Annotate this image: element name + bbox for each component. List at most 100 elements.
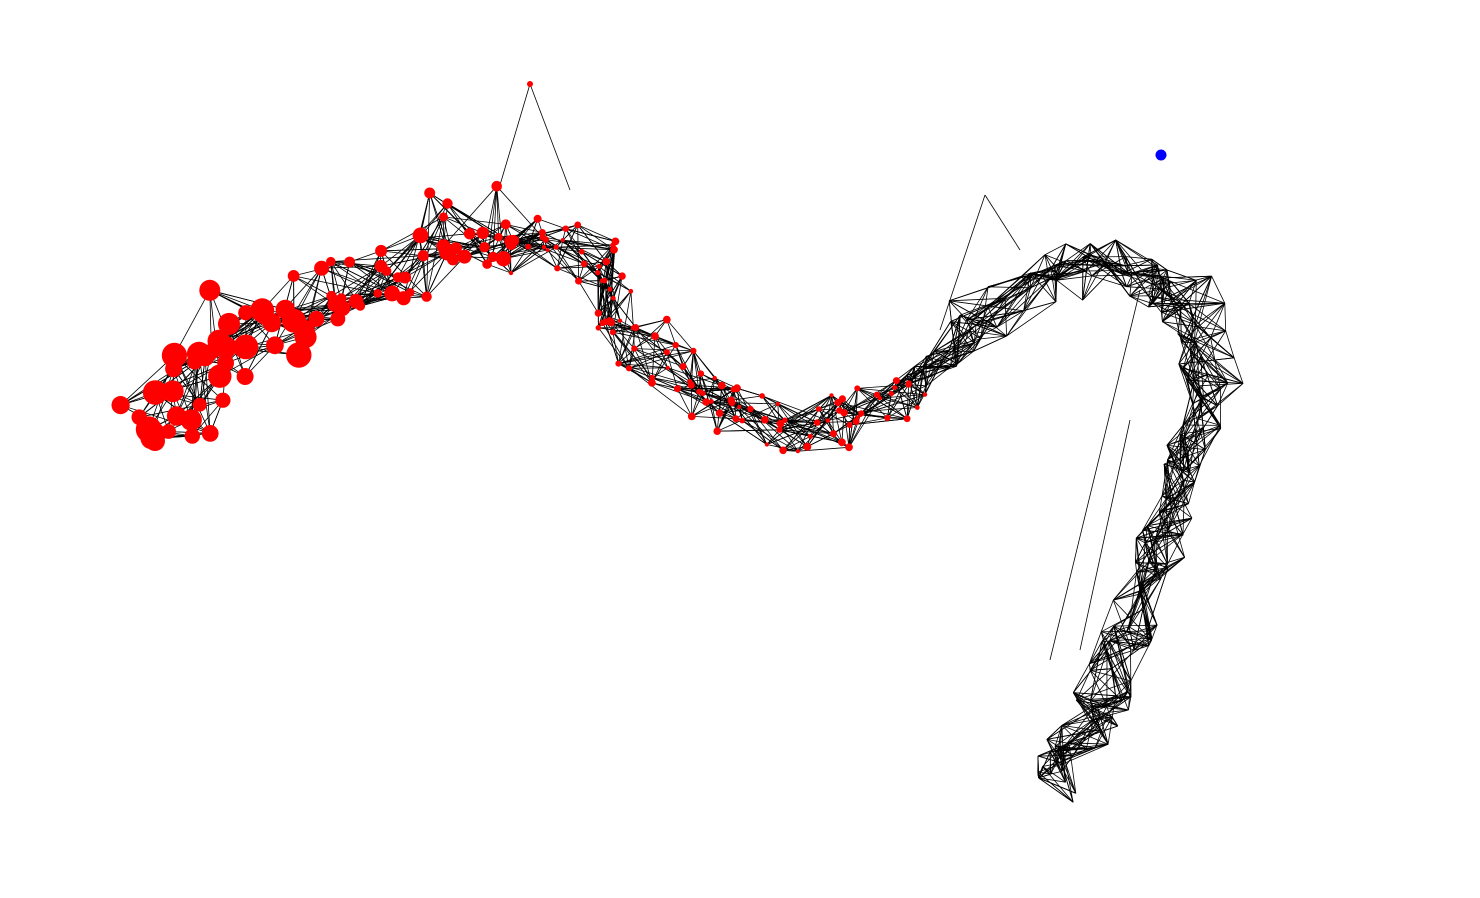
edge	[987, 301, 1057, 321]
edge	[1054, 725, 1063, 747]
edge	[1038, 773, 1051, 779]
edge	[1091, 690, 1129, 711]
edge	[1097, 696, 1132, 708]
node	[602, 258, 610, 266]
node	[265, 314, 281, 330]
node	[457, 249, 472, 264]
edge	[1188, 303, 1226, 332]
edge	[700, 373, 722, 386]
edge	[1140, 561, 1150, 594]
edge	[949, 297, 1006, 302]
edge	[618, 327, 634, 364]
edge	[691, 387, 738, 417]
edge	[618, 344, 676, 364]
edge	[1136, 537, 1146, 544]
edge	[611, 322, 667, 353]
edge	[1021, 276, 1057, 281]
node	[373, 289, 383, 298]
node	[840, 409, 848, 417]
node	[507, 234, 520, 247]
edge	[975, 324, 1007, 337]
edge	[1140, 556, 1185, 595]
edge	[503, 232, 543, 260]
edge	[1106, 650, 1132, 697]
edge	[634, 348, 694, 352]
edge	[1142, 517, 1192, 531]
edge	[505, 224, 545, 248]
edge	[690, 385, 693, 417]
edge	[1198, 425, 1221, 466]
edge	[1170, 280, 1225, 304]
node	[339, 306, 348, 315]
edge	[1089, 663, 1091, 671]
edge	[782, 395, 832, 451]
edge	[1162, 321, 1226, 332]
edge	[1151, 258, 1168, 271]
edge	[779, 429, 834, 434]
edge	[1073, 748, 1087, 756]
edge	[959, 314, 969, 325]
edge	[1099, 716, 1113, 719]
edge	[191, 399, 224, 437]
edge	[1109, 640, 1131, 647]
edge	[1194, 449, 1206, 483]
edge	[1158, 512, 1169, 532]
edge	[996, 274, 1034, 328]
edge	[779, 408, 819, 431]
edge	[527, 218, 538, 247]
edge	[950, 321, 975, 344]
edge	[1169, 275, 1212, 297]
edge	[1100, 599, 1114, 632]
node	[495, 251, 512, 267]
node	[803, 442, 812, 451]
edge	[1163, 277, 1171, 282]
edge	[1171, 275, 1212, 300]
node	[381, 266, 392, 276]
edge	[1179, 433, 1181, 465]
edge	[693, 350, 700, 392]
edge	[556, 246, 600, 267]
edge	[1056, 725, 1063, 764]
edge	[741, 420, 784, 451]
node	[500, 219, 511, 230]
node	[702, 398, 710, 406]
edge	[779, 394, 832, 431]
node	[553, 244, 559, 250]
edge	[1089, 243, 1129, 274]
edge	[1100, 631, 1108, 651]
edge	[455, 236, 499, 249]
edge	[876, 394, 908, 420]
edge	[968, 286, 989, 332]
node	[476, 226, 489, 240]
edge	[1163, 510, 1168, 565]
node	[615, 360, 622, 367]
node	[384, 285, 400, 302]
edge	[764, 419, 808, 448]
edge	[562, 239, 614, 246]
edge	[1062, 748, 1074, 803]
edge	[987, 274, 1034, 321]
edge	[1178, 302, 1226, 365]
node	[161, 342, 187, 368]
edge	[556, 224, 579, 269]
edge	[996, 272, 1031, 328]
edge	[1127, 272, 1149, 297]
edge	[1167, 531, 1185, 558]
edge	[691, 416, 736, 420]
edge	[914, 366, 918, 408]
edge	[908, 355, 927, 385]
edge	[1193, 276, 1212, 343]
edge	[1166, 463, 1175, 499]
edge	[817, 410, 840, 423]
node	[1155, 149, 1167, 161]
edge	[1192, 374, 1209, 404]
edge	[628, 351, 667, 369]
node	[421, 291, 432, 302]
edge	[1183, 449, 1206, 472]
edge	[925, 366, 951, 387]
edge	[1152, 298, 1173, 304]
edge	[666, 319, 694, 352]
edge	[957, 330, 970, 364]
edge	[565, 228, 615, 251]
edge	[1129, 268, 1160, 297]
